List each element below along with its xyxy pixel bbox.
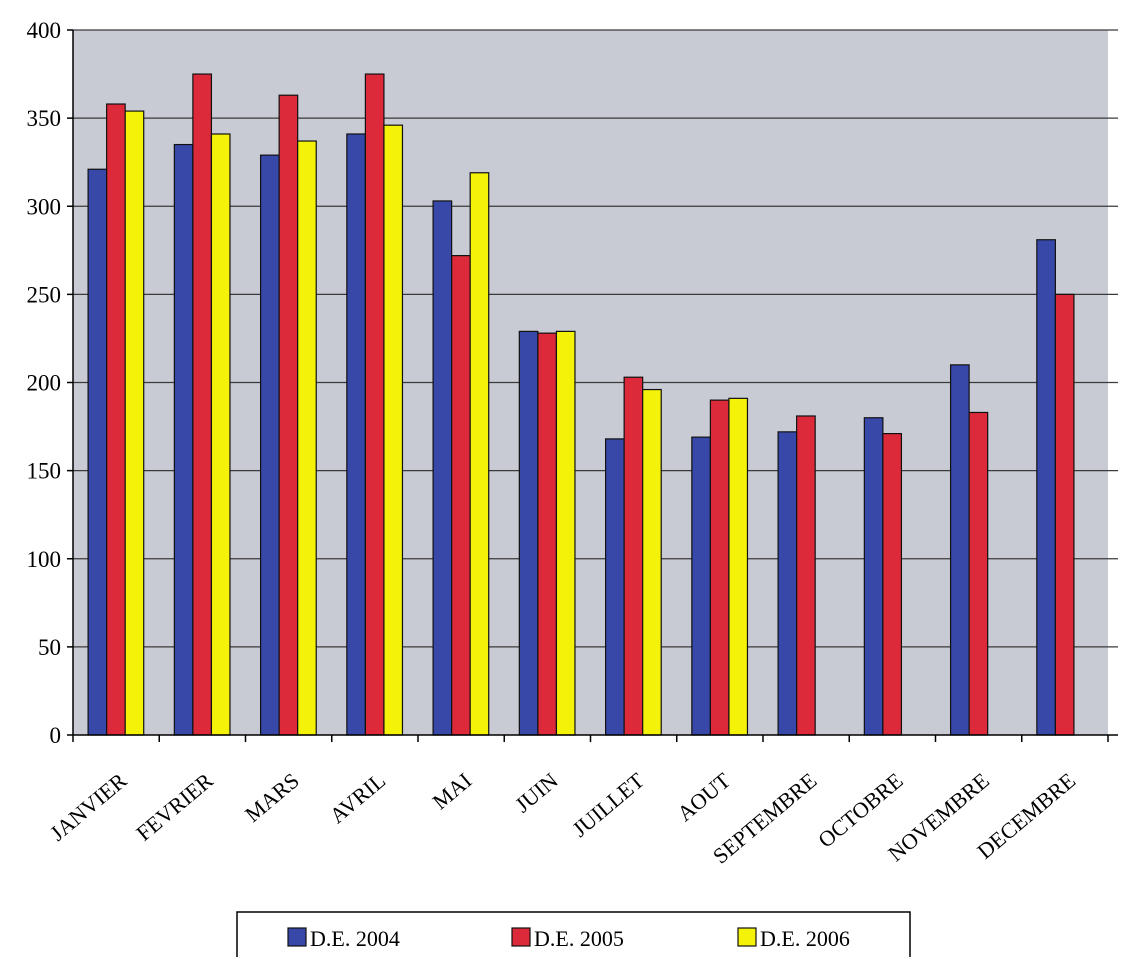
x-tick-labels: JANVIER FEVRIER MARS AVRIL MAI JUIN JUILLET AOU… <box>45 767 1080 868</box>
legend-swatch <box>737 927 757 947</box>
x-tick-label: AOUT <box>672 767 735 826</box>
bar <box>173 143 194 736</box>
legend-label: D.E. 2005 <box>534 926 624 951</box>
legend-label: D.E. 2006 <box>760 926 850 951</box>
bar <box>728 397 749 736</box>
bar <box>777 431 798 736</box>
bar <box>1036 239 1056 736</box>
bar <box>106 103 126 736</box>
legend-swatch <box>511 927 531 947</box>
legend-label: D.E. 2004 <box>310 926 400 951</box>
x-tick-label: JUILLET <box>567 767 649 841</box>
x-tick-label: MARS <box>240 768 304 827</box>
bar <box>87 168 108 736</box>
y-tick-label: 300 <box>27 194 62 219</box>
y-tick-labels: 0 50 100 150 200 250 300 350 400 <box>27 18 62 748</box>
x-tick-label: JUIN <box>510 768 563 818</box>
bar <box>691 436 711 736</box>
bar <box>346 133 366 736</box>
axes <box>67 29 1118 742</box>
bar <box>278 94 299 736</box>
x-tick-label: MAI <box>427 768 476 815</box>
bar <box>863 417 884 736</box>
bar <box>383 124 404 736</box>
bar <box>604 438 625 736</box>
y-tick-label: 50 <box>38 635 61 660</box>
bar <box>642 388 662 736</box>
y-tick-label: 0 <box>50 723 62 748</box>
bar <box>259 154 280 736</box>
y-tick-label: 100 <box>27 547 62 572</box>
legend-swatch <box>287 927 307 947</box>
bar <box>124 110 145 736</box>
gridlines <box>73 29 1118 648</box>
bar <box>796 415 816 736</box>
x-tick-label: JANVIER <box>45 767 132 845</box>
bar <box>364 73 385 736</box>
x-tick-label: AVRIL <box>325 768 390 829</box>
y-tick-label: 200 <box>27 371 62 396</box>
bar <box>949 364 970 736</box>
bar <box>968 411 989 736</box>
legend: D.E. 2004 D.E. 2005 D.E. 2006 <box>236 911 911 961</box>
bar <box>555 330 576 736</box>
bar <box>709 399 730 736</box>
bar <box>882 433 903 736</box>
y-tick-label: 250 <box>27 282 62 307</box>
bar <box>518 330 539 736</box>
bar <box>192 73 213 736</box>
bar <box>1054 293 1075 736</box>
y-tick-label: 150 <box>27 459 62 484</box>
bar <box>537 332 558 736</box>
bar <box>297 140 317 736</box>
bar <box>469 172 490 736</box>
y-tick-label: 350 <box>27 106 62 131</box>
bar <box>623 376 644 736</box>
y-tick-label: 400 <box>27 18 62 43</box>
bar <box>210 133 231 736</box>
bar <box>451 255 471 736</box>
bar <box>432 200 453 736</box>
x-tick-label: FEVRIER <box>131 767 218 845</box>
